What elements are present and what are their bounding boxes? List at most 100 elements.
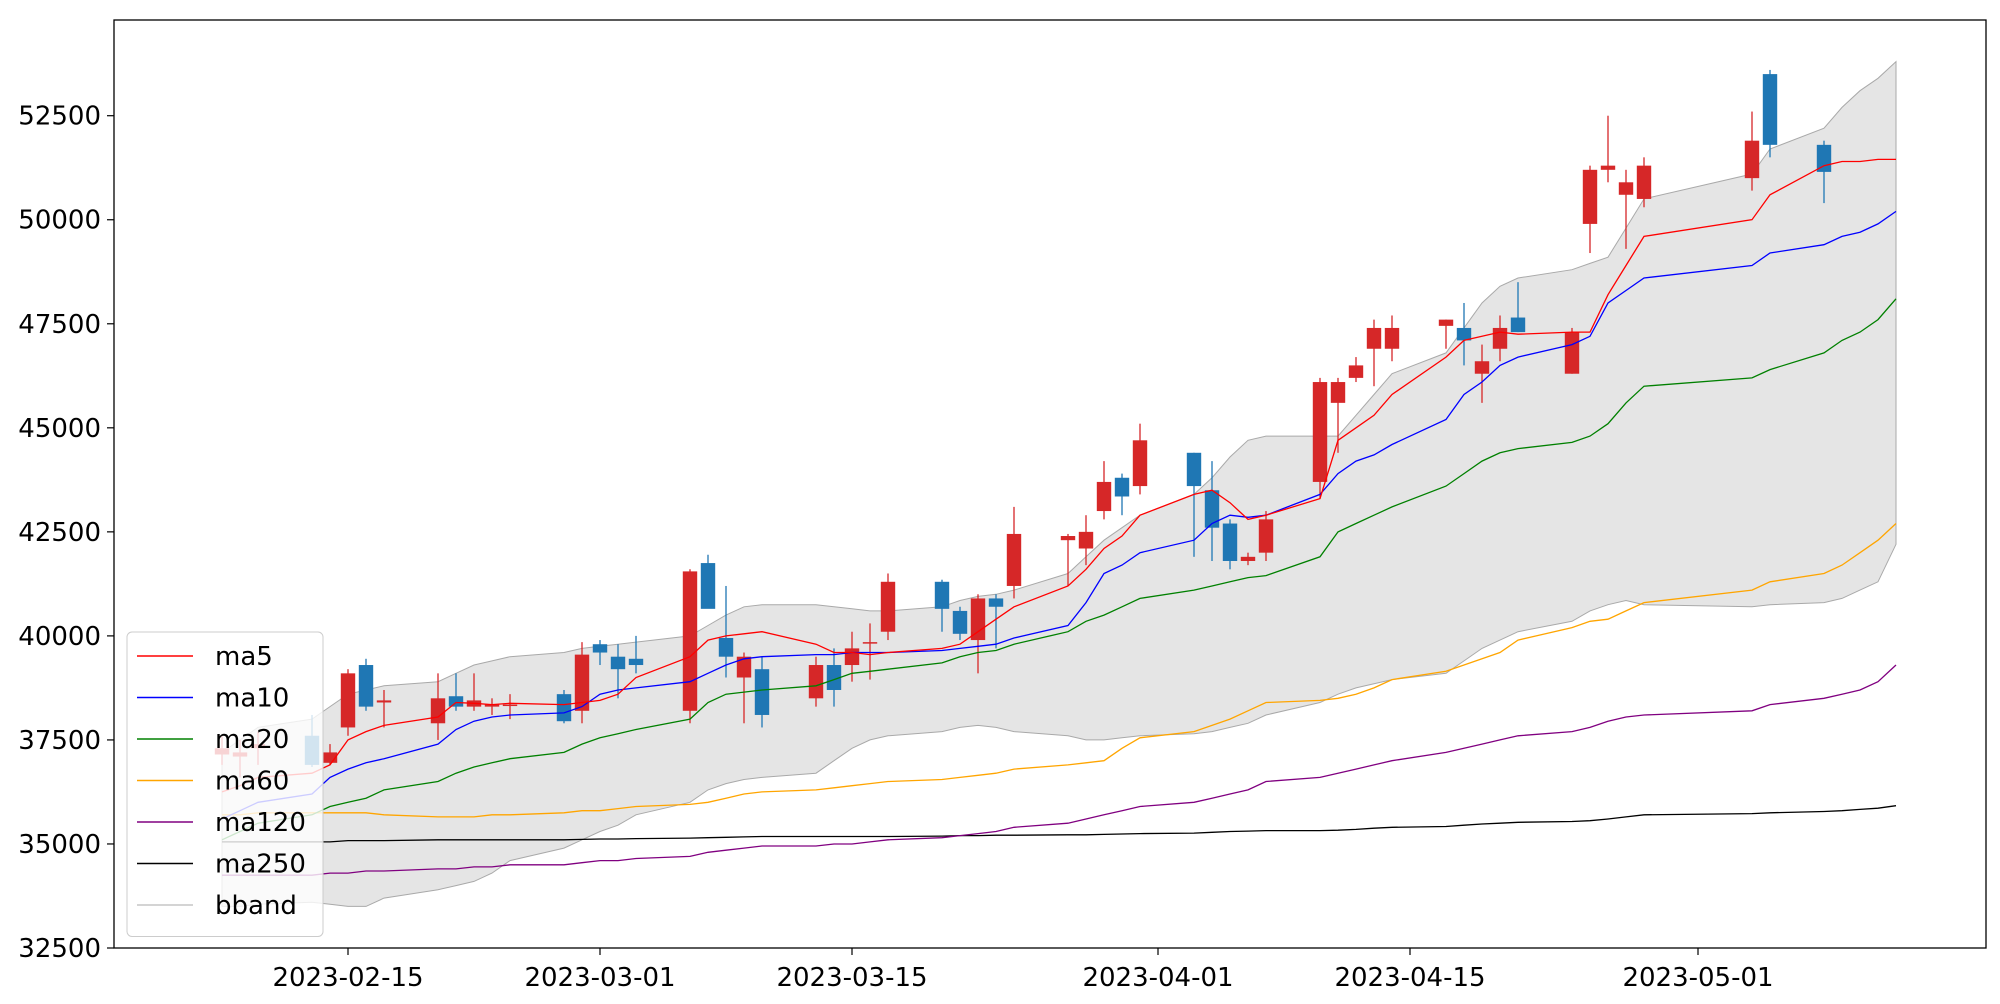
- candle-body: [376, 700, 392, 703]
- candle-body: [1114, 477, 1130, 497]
- candle: [700, 554, 716, 609]
- candle-body: [736, 656, 752, 678]
- candle-body: [718, 637, 734, 657]
- candle-body: [1438, 319, 1454, 326]
- candle: [574, 642, 590, 724]
- candle-body: [1510, 317, 1526, 333]
- candle-body: [1312, 382, 1328, 482]
- candle-body: [970, 598, 986, 641]
- candle: [1348, 357, 1364, 383]
- candle: [1600, 115, 1616, 183]
- legend-entry-ma10: ma10: [137, 684, 289, 714]
- candle: [1204, 461, 1220, 561]
- candle: [988, 594, 1004, 649]
- candle-body: [358, 665, 374, 707]
- candle: [682, 569, 698, 724]
- y-tick-label: 52500: [18, 102, 101, 132]
- candle-body: [1564, 332, 1580, 374]
- candle: [1240, 552, 1256, 566]
- ma120-line: [222, 664, 1897, 876]
- candle: [484, 698, 500, 715]
- candle-body: [628, 658, 644, 666]
- candle-body: [322, 752, 338, 763]
- x-tick-label: 2023-02-15: [272, 963, 423, 993]
- candle: [1258, 511, 1274, 561]
- candle: [322, 744, 338, 765]
- x-tick-label: 2023-03-15: [776, 963, 927, 993]
- candle: [1096, 461, 1112, 520]
- candle: [1744, 111, 1760, 191]
- candle-body: [1366, 327, 1382, 349]
- candle: [376, 689, 392, 728]
- candle-body: [556, 694, 572, 722]
- candle-body: [592, 644, 608, 653]
- candle: [1456, 302, 1472, 366]
- candle: [448, 673, 464, 711]
- candle-body: [1096, 481, 1112, 512]
- candle-body: [988, 598, 1004, 607]
- candle-body: [1582, 169, 1598, 224]
- legend-label: ma250: [215, 850, 306, 880]
- candle-body: [1258, 519, 1274, 553]
- candle-body: [862, 642, 878, 644]
- ma250-line: [222, 805, 1897, 843]
- candle: [1060, 533, 1076, 586]
- candle-body: [682, 571, 698, 711]
- candle: [1438, 319, 1454, 349]
- candle: [340, 669, 356, 736]
- x-tick-label: 2023-04-15: [1334, 963, 1485, 993]
- legend-entry-ma120: ma120: [137, 808, 306, 838]
- candle-body: [1186, 452, 1202, 487]
- legend-label: ma5: [215, 642, 273, 672]
- legend-label: ma10: [215, 684, 289, 714]
- legend-entry-bband: bband: [137, 891, 297, 921]
- candle-body: [1060, 536, 1076, 541]
- candle: [1132, 423, 1148, 495]
- candle-body: [1222, 523, 1238, 561]
- candle-body: [448, 696, 464, 707]
- candle: [1006, 506, 1022, 599]
- candle: [628, 635, 644, 674]
- y-tick-label: 40000: [18, 622, 101, 652]
- y-tick-label: 35000: [18, 830, 101, 860]
- candle-body: [1384, 327, 1400, 349]
- x-tick-label: 2023-03-01: [524, 963, 675, 993]
- candle: [1636, 157, 1652, 208]
- candle-body: [1600, 165, 1616, 170]
- candle-body: [1132, 440, 1148, 487]
- candle-body: [610, 656, 626, 670]
- candle-body: [1348, 365, 1364, 378]
- candle-body: [1474, 361, 1490, 374]
- legend-label: ma20: [215, 725, 289, 755]
- candle: [1762, 69, 1778, 158]
- ma20-line: [221, 298, 1897, 841]
- candle: [556, 689, 572, 724]
- legend-entry-ma250: ma250: [137, 850, 306, 880]
- candle: [1222, 519, 1238, 570]
- legend-entry-ma5: ma5: [137, 642, 273, 672]
- legend-box: [126, 631, 324, 937]
- candle-body: [1078, 531, 1094, 549]
- y-tick-label: 47500: [18, 310, 101, 340]
- candle-body: [754, 669, 770, 715]
- candle: [718, 585, 734, 678]
- candle-body: [1456, 327, 1472, 341]
- candle-body: [880, 581, 896, 632]
- candle: [1114, 473, 1130, 516]
- legend-label: ma60: [215, 767, 289, 797]
- candle: [592, 640, 608, 666]
- candle: [826, 648, 842, 707]
- candle: [808, 656, 824, 707]
- candle-body: [844, 648, 860, 666]
- plot-frame: [113, 19, 1987, 949]
- candle-body: [1618, 182, 1634, 195]
- candle: [862, 623, 878, 680]
- candle-body: [1492, 327, 1508, 349]
- candle-body: [700, 563, 716, 609]
- candle-body: [1330, 382, 1346, 403]
- candle: [1582, 165, 1598, 254]
- candle: [1618, 169, 1634, 249]
- candle: [358, 658, 374, 711]
- candle-body: [502, 704, 518, 707]
